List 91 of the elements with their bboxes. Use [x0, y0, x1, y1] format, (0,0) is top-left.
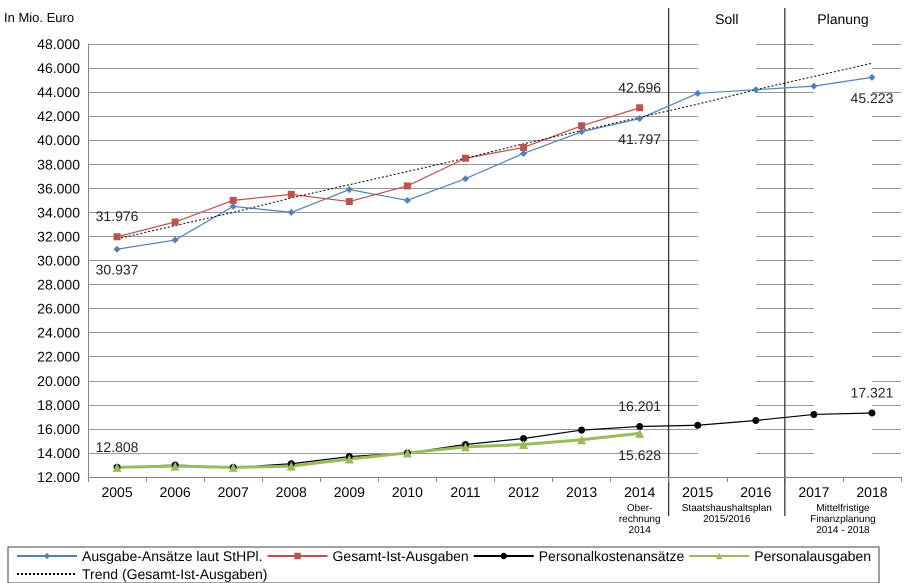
y-tick-label: 32.000 — [37, 228, 80, 244]
text: Ober- rechnung 2014 — [618, 503, 661, 536]
x-tick-label: 2006 — [160, 484, 191, 500]
point — [230, 202, 237, 210]
point — [578, 128, 586, 136]
text: Mittelfristige Finanzplanung 2014 - 2018 — [810, 503, 876, 536]
point — [346, 186, 353, 194]
x-tick-label: 2012 — [508, 484, 540, 500]
point — [286, 462, 296, 471]
data-label: 41.797 — [618, 131, 662, 148]
y-tick-label: 30.000 — [37, 252, 80, 268]
y-tick-label: 34.000 — [37, 204, 80, 220]
y-tick-label: 36.000 — [37, 180, 80, 196]
point — [460, 442, 470, 452]
y-tick-label: 22.000 — [37, 348, 80, 365]
point — [694, 90, 702, 97]
point — [577, 435, 586, 444]
x-tick-label: 2010 — [392, 484, 424, 500]
y-tick-label: 48.000 — [37, 36, 80, 52]
legend-label: Personalkostenansätze — [538, 548, 684, 564]
point — [868, 410, 876, 416]
point — [578, 122, 586, 130]
x-tick-label: 2018 — [856, 484, 888, 500]
data-label: 16.201 — [618, 398, 662, 414]
text: Staatshaushaltsplan 2015/2016 — [682, 503, 772, 525]
band-label: Planung — [817, 11, 869, 27]
x-tick-label: 2013 — [566, 484, 598, 500]
point — [810, 82, 818, 90]
point — [344, 454, 354, 464]
x-tick-label: 2005 — [101, 484, 133, 500]
y-tick-label: 14.000 — [37, 444, 80, 461]
point — [810, 410, 818, 418]
x-tick-label: 2011 — [450, 484, 481, 500]
band-label: Soll — [715, 11, 738, 27]
point — [636, 422, 644, 430]
point — [114, 233, 121, 240]
data-label: 31.976 — [96, 208, 139, 224]
y-tick-label: 12.000 — [37, 469, 80, 485]
data-label: 45.223 — [850, 90, 894, 106]
legend-label: Gesamt-Ist-Ausgaben — [332, 548, 469, 564]
point — [230, 196, 237, 204]
y-tick-label: 24.000 — [37, 324, 80, 341]
y-tick-label: 46.000 — [37, 60, 80, 76]
data-label: 15.628 — [618, 446, 662, 463]
point — [404, 196, 411, 204]
x-tick-label: 2016 — [740, 484, 772, 500]
legend-label: Personalausgaben — [754, 548, 872, 564]
point — [172, 218, 179, 226]
x-tick-label: 2008 — [276, 484, 308, 500]
point — [635, 428, 644, 438]
point — [520, 144, 528, 151]
point — [752, 86, 760, 94]
point — [170, 462, 180, 471]
point — [636, 104, 644, 112]
y-tick-label: 18.000 — [37, 396, 80, 413]
point — [578, 426, 586, 434]
x-tick-label: 2017 — [798, 484, 830, 500]
x-tick-label: 2007 — [218, 484, 249, 500]
x-tick-label: 2015 — [682, 484, 714, 500]
x-tick-label: 2014 — [624, 484, 656, 500]
point — [462, 175, 469, 182]
point — [172, 236, 179, 244]
y-tick-label: 26.000 — [37, 300, 80, 317]
point — [114, 246, 121, 253]
point — [520, 150, 528, 157]
point — [519, 440, 528, 450]
y-tick-label: 42.000 — [37, 108, 80, 124]
point — [404, 182, 411, 190]
data-label: 12.808 — [96, 438, 139, 455]
y-tick-label: 20.000 — [37, 372, 80, 389]
point — [346, 198, 353, 206]
y-axis-title: In Mio. Euro — [4, 10, 74, 25]
point — [462, 154, 469, 162]
legend-label: Trend (Gesamt-Ist-Ausgaben) — [82, 566, 268, 582]
data-label: 42.696 — [618, 79, 662, 96]
data-label: 30.937 — [96, 262, 139, 278]
point — [288, 208, 295, 216]
y-tick-label: 38.000 — [37, 156, 80, 172]
x-tick-label: 2009 — [334, 484, 366, 500]
y-tick-label: 40.000 — [37, 132, 80, 148]
point — [752, 416, 760, 424]
point — [694, 422, 702, 429]
point — [520, 435, 528, 442]
legend-label: Ausgabe-Ansätze laut StHPl. — [82, 548, 263, 564]
point — [288, 190, 295, 198]
data-label: 17.321 — [850, 384, 894, 400]
y-tick-label: 44.000 — [37, 84, 80, 100]
y-tick-label: 16.000 — [37, 420, 80, 437]
y-tick-label: 28.000 — [37, 276, 80, 293]
point — [636, 115, 644, 122]
point — [868, 74, 876, 81]
